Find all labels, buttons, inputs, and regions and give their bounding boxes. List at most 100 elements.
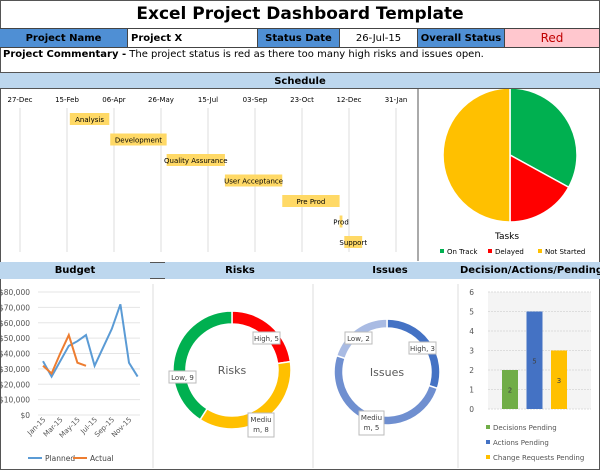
commentary-label: Project Commentary - bbox=[3, 49, 127, 60]
legend-label: Actual bbox=[90, 454, 114, 463]
data-label: Low, 9 bbox=[171, 374, 194, 382]
legend-label: Change Requests Pending bbox=[493, 454, 584, 462]
overall-status-value[interactable]: Red bbox=[505, 29, 600, 48]
data-label: m, 5 bbox=[364, 424, 380, 432]
y-tick-label: $50,000 bbox=[0, 334, 30, 343]
legend-label: On Track bbox=[447, 248, 478, 256]
y-tick-label: 2 bbox=[469, 366, 474, 375]
project-name-label: Project Name bbox=[0, 29, 128, 48]
data-label: Mediu bbox=[250, 416, 271, 424]
y-tick-label: $0 bbox=[20, 411, 30, 420]
task-label: User Acceptance bbox=[224, 178, 283, 186]
legend-swatch bbox=[488, 249, 492, 253]
x-tick-label: 03-Sep bbox=[243, 96, 268, 104]
task-bar bbox=[339, 215, 343, 228]
series-line-actual bbox=[42, 332, 87, 376]
tasks-pie-chart: Tasks On Track Delayed Not Started bbox=[440, 89, 585, 256]
risks-donut-chart: Risks High, 5 Mediu m, 8 Low, 9 bbox=[168, 310, 292, 438]
task-bar bbox=[224, 174, 283, 187]
x-tick-label: 26-May bbox=[148, 96, 174, 104]
pie-slice bbox=[442, 89, 511, 223]
bar bbox=[502, 370, 518, 409]
legend-swatch bbox=[538, 249, 542, 253]
status-date-value[interactable]: 26-Jul-15 bbox=[340, 29, 418, 48]
y-tick-label: 6 bbox=[469, 288, 474, 297]
task-label: Support bbox=[339, 239, 367, 247]
x-tick-label: 06-Apr bbox=[102, 96, 126, 104]
task-label: Development bbox=[115, 137, 162, 145]
status-date-label: Status Date bbox=[258, 29, 340, 48]
lower-charts: $0 $10,000 $20,000 $30,000 $40,000 $50,000 $60… bbox=[0, 284, 591, 468]
project-commentary: Project Commentary - The project status … bbox=[3, 48, 484, 62]
x-tick-label: 31-Jan bbox=[385, 96, 408, 104]
data-label-box bbox=[168, 370, 197, 384]
data-label-box bbox=[358, 410, 385, 436]
task-label: Analysis bbox=[75, 116, 104, 124]
budget-line-chart: $0 $10,000 $20,000 $30,000 $40,000 $50,000 $60… bbox=[0, 288, 140, 463]
bar-value-label: 3 bbox=[557, 377, 561, 385]
task-bar bbox=[282, 195, 340, 207]
bar-value-label: 5 bbox=[532, 357, 536, 365]
task-label: Quality Assurance bbox=[164, 157, 228, 165]
data-label: High, 3 bbox=[410, 345, 435, 353]
legend-swatch bbox=[440, 249, 444, 253]
series-line-planned bbox=[42, 303, 139, 379]
project-name-value[interactable]: Project X bbox=[128, 29, 258, 48]
y-tick-label: 1 bbox=[469, 386, 474, 395]
data-label: High, 5 bbox=[254, 335, 279, 343]
task-bar bbox=[166, 154, 225, 166]
y-tick-label: 4 bbox=[469, 327, 474, 336]
bar bbox=[526, 311, 543, 409]
data-label-box bbox=[408, 341, 437, 355]
legend-label: Actions Pending bbox=[493, 439, 549, 447]
task-bar bbox=[69, 113, 110, 125]
bar-value-label: 2 bbox=[508, 387, 512, 395]
overall-status-label: Overall Status bbox=[418, 29, 505, 48]
dashboard-title: Excel Project Dashboard Template bbox=[0, 0, 600, 29]
y-tick-label: $70,000 bbox=[0, 303, 30, 312]
decisions-bar-chart: 0 1 2 3 4 5 6 2 Decisions Pending 5 Actions Pendin… bbox=[469, 288, 591, 462]
commentary-text: The project status is red as there too m… bbox=[129, 49, 484, 60]
x-tick-label: 27-Dec bbox=[8, 96, 33, 104]
risks-header: Risks bbox=[165, 262, 315, 279]
y-tick-label: $10,000 bbox=[0, 396, 30, 405]
donut-center-label: Issues bbox=[370, 366, 404, 379]
legend-label: Planned bbox=[45, 454, 75, 463]
y-tick-label: 3 bbox=[469, 347, 474, 356]
decisions-header: Decision/Actions/Pending bbox=[460, 262, 600, 279]
y-tick-label: $40,000 bbox=[0, 350, 30, 359]
legend-label: Delayed bbox=[495, 248, 524, 256]
data-label: Low, 2 bbox=[347, 335, 370, 343]
task-bar bbox=[344, 236, 363, 248]
y-tick-label: $60,000 bbox=[0, 319, 30, 328]
pie-slice bbox=[509, 89, 578, 189]
budget-header: Budget bbox=[0, 262, 150, 279]
issues-donut-chart: Issues High, 3 Mediu m, 5 Low, 2 bbox=[333, 318, 441, 436]
legend-swatch bbox=[486, 455, 490, 459]
data-label-box bbox=[247, 412, 275, 438]
donut-center-label: Risks bbox=[218, 364, 247, 377]
x-tick-label: 23-Oct bbox=[290, 96, 314, 104]
x-tick-label: 15-Feb bbox=[55, 96, 79, 104]
legend-label: Not Started bbox=[545, 248, 585, 256]
y-tick-label: 5 bbox=[469, 308, 474, 317]
y-tick-label: 0 bbox=[469, 405, 474, 414]
data-label: Mediu bbox=[361, 414, 382, 422]
legend-swatch bbox=[486, 440, 490, 444]
y-tick-label: $80,000 bbox=[0, 288, 30, 297]
task-label: Pre Prod bbox=[296, 198, 325, 206]
y-tick-label: $20,000 bbox=[0, 380, 30, 389]
pie-title: Tasks bbox=[494, 232, 519, 242]
schedule-area: 27-Dec 15-Feb 06-Apr 26-May 15-Jul 03-Sep 23-O… bbox=[8, 89, 585, 261]
gantt-chart: 27-Dec 15-Feb 06-Apr 26-May 15-Jul 03-Sep 23-O… bbox=[8, 96, 408, 252]
pie-slice bbox=[509, 153, 570, 223]
legend-swatch bbox=[486, 425, 490, 429]
issues-header: Issues bbox=[315, 262, 465, 279]
task-bar bbox=[110, 133, 167, 146]
task-label: Prod bbox=[333, 219, 349, 227]
x-tick-label: 12-Dec bbox=[337, 96, 362, 104]
schedule-header: Schedule bbox=[0, 72, 600, 89]
legend-label: Decisions Pending bbox=[493, 424, 557, 432]
data-label-box bbox=[344, 331, 373, 345]
data-label: m, 8 bbox=[253, 426, 269, 434]
